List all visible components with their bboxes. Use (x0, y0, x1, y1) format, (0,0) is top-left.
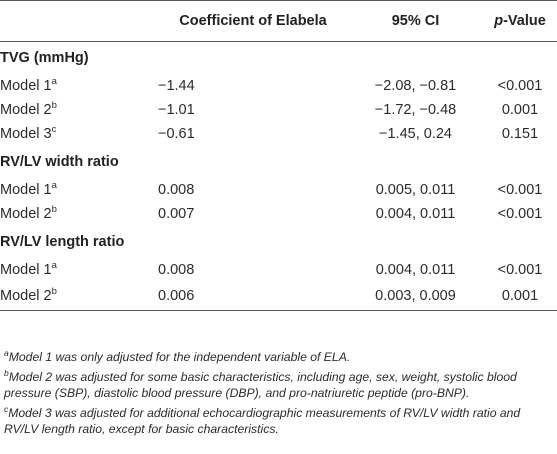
p-cell: 0.001 (483, 282, 557, 311)
p-cell: <0.001 (497, 78, 543, 94)
p-cell: 0.001 (501, 102, 539, 118)
model-cell: Model 1a (0, 74, 158, 98)
footnote-mark: c (4, 403, 9, 414)
ci-cell: −2.08, −0.81 (374, 78, 457, 94)
footnote-mark: a (4, 347, 9, 358)
model-cell: Model 2b (0, 202, 158, 226)
header-empty (0, 0, 158, 42)
table-row: Model 1a −1.44 −2.08, −0.81 <0.001 (0, 74, 557, 98)
model-sup: b (51, 286, 57, 298)
model-sup: b (51, 204, 57, 216)
model-cell: Model 2b (0, 98, 158, 122)
model-cell: Model 1a (0, 178, 158, 202)
coef-cell: 0.006 (158, 282, 348, 311)
p-cell: <0.001 (497, 182, 543, 198)
header-coefficient: Coefficient of Elabela (158, 0, 348, 42)
coef-cell: −1.01 (158, 102, 195, 118)
footnote: aModel 1 was only adjusted for the indep… (4, 349, 554, 366)
table-row: Model 3c −0.61 −1.45, 0.24 0.151 (0, 122, 557, 146)
table-row: Model 2b 0.007 0.004, 0.011 <0.001 (0, 202, 557, 226)
coef-cell: −1.44 (158, 78, 195, 94)
table-row: Model 2b −1.01 −1.72, −0.48 0.001 (0, 98, 557, 122)
coef-cell: 0.008 (158, 182, 195, 198)
section-title: TVG (mmHg) (0, 50, 89, 66)
model-label: Model 2 (0, 206, 52, 222)
model-sup: b (51, 100, 57, 112)
section-row: RV/LV width ratio (0, 146, 557, 178)
table-footnotes: aModel 1 was only adjusted for the indep… (4, 349, 554, 441)
footnote: bModel 2 was adjusted for some basic cha… (4, 367, 554, 402)
section-row: RV/LV length ratio (0, 226, 557, 258)
coef-cell: 0.007 (158, 206, 195, 222)
p-cell: 0.151 (501, 126, 539, 142)
header-pvalue: p-Value (483, 0, 557, 42)
section-row: TVG (mmHg) (0, 42, 557, 75)
ci-cell: −1.72, −0.48 (374, 102, 457, 118)
footnote: cModel 3 was adjusted for additional ech… (4, 403, 554, 438)
coef-cell: 0.008 (158, 262, 195, 278)
model-sup: a (51, 180, 57, 192)
footnote-mark: b (4, 367, 9, 378)
header-row: Coefficient of Elabela 95% CI p-Value (0, 0, 557, 42)
footnote-text: Model 1 was only adjusted for the indepe… (8, 350, 351, 364)
table-row: Model 1a 0.008 0.004, 0.011 <0.001 (0, 258, 557, 282)
model-sup: c (51, 124, 57, 136)
model-label: Model 1 (0, 78, 52, 94)
model-sup: a (51, 76, 57, 88)
ci-cell: 0.003, 0.009 (348, 282, 483, 311)
table-row: Model 1a 0.008 0.005, 0.011 <0.001 (0, 178, 557, 202)
model-cell: Model 3c (0, 122, 158, 146)
table-row: Model 2b 0.006 0.003, 0.009 0.001 (0, 282, 557, 311)
model-label: Model 3 (0, 126, 52, 142)
footnote-text: Model 3 was adjusted for additional echo… (4, 405, 521, 437)
coef-cell: −0.61 (158, 126, 195, 142)
ci-cell: 0.004, 0.011 (375, 206, 456, 222)
section-title: RV/LV width ratio (0, 154, 119, 170)
regression-table: Coefficient of Elabela 95% CI p-Value TV… (0, 0, 557, 311)
model-label: Model 1 (0, 182, 52, 198)
model-label: Model 2 (0, 288, 52, 304)
model-label: Model 1 (0, 262, 52, 278)
header-pvalue-rest: -Value (503, 13, 546, 29)
ci-cell: 0.004, 0.011 (375, 262, 456, 278)
header-ci: 95% CI (348, 0, 483, 42)
p-cell: <0.001 (497, 262, 543, 278)
footnote-text: Model 2 was adjusted for some basic char… (4, 369, 517, 401)
header-pvalue-p: p (494, 13, 504, 29)
ci-cell: 0.005, 0.011 (375, 182, 456, 198)
model-cell: Model 2b (0, 282, 158, 311)
section-title: RV/LV length ratio (0, 234, 125, 250)
model-cell: Model 1a (0, 258, 158, 282)
model-label: Model 2 (0, 102, 52, 118)
p-cell: <0.001 (497, 206, 543, 222)
ci-cell: −1.45, 0.24 (379, 126, 452, 142)
model-sup: a (51, 260, 57, 272)
